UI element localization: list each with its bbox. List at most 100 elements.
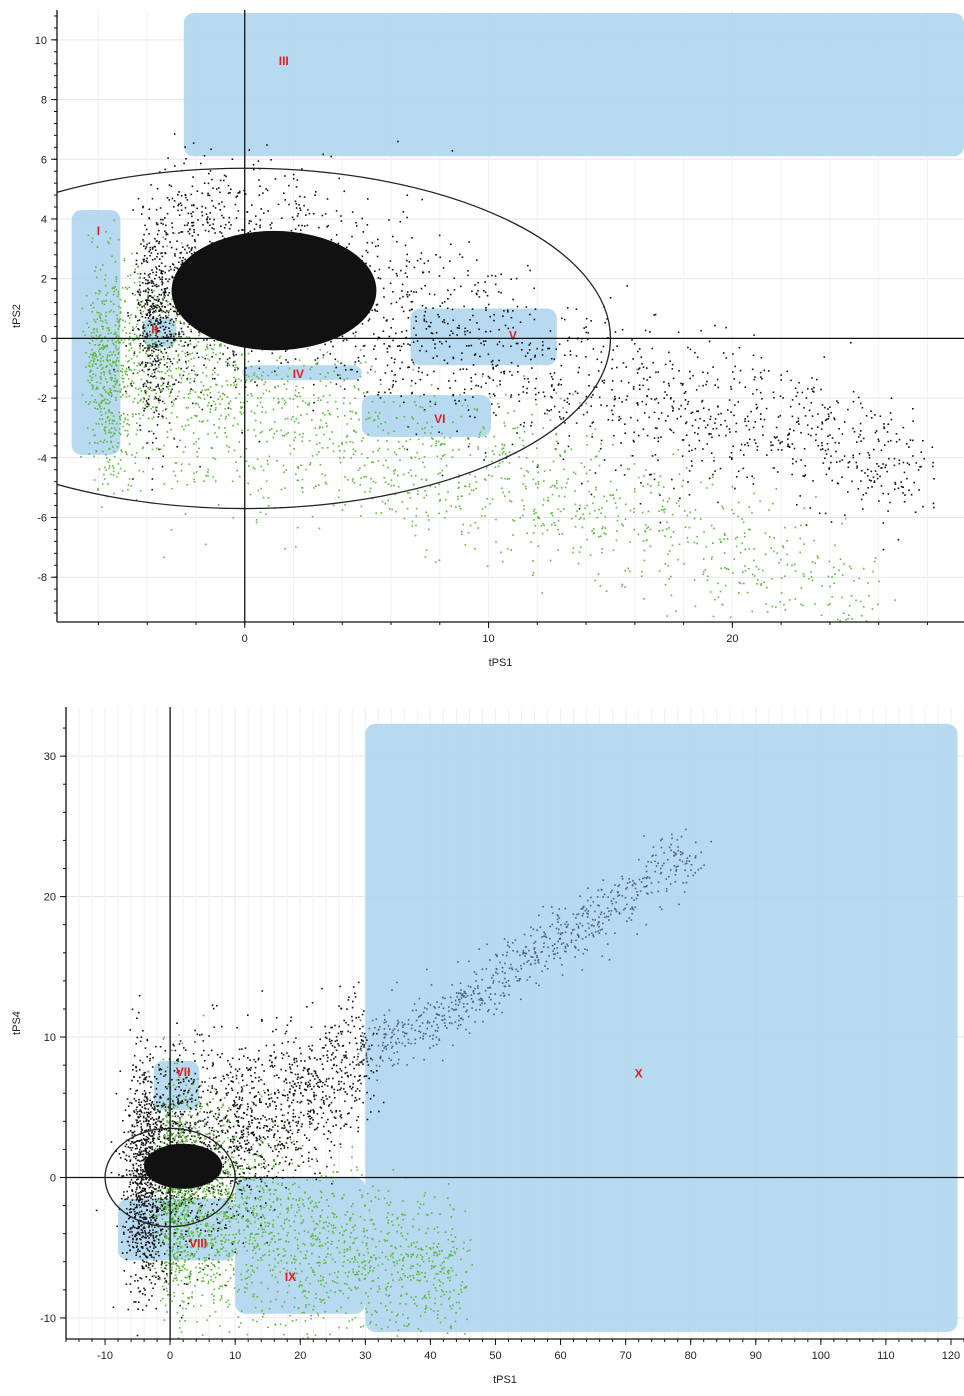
data-point	[138, 336, 140, 338]
data-point	[144, 255, 146, 257]
data-point	[167, 197, 169, 199]
data-point	[183, 334, 185, 336]
data-point	[100, 341, 102, 343]
data-point	[163, 382, 165, 384]
data-point	[104, 408, 106, 410]
data-point	[95, 375, 97, 377]
data-point	[173, 269, 175, 271]
data-point	[392, 236, 394, 238]
data-point	[837, 402, 839, 404]
data-point	[174, 200, 176, 202]
data-point	[120, 415, 122, 417]
data-point	[908, 489, 910, 491]
data-point	[557, 443, 559, 445]
data-point	[538, 545, 540, 547]
data-point	[158, 366, 160, 368]
data-point	[658, 482, 660, 484]
data-point	[501, 488, 503, 490]
data-point	[575, 473, 577, 475]
data-point	[191, 370, 193, 372]
data-point	[393, 380, 395, 382]
data-point	[705, 427, 707, 429]
data-point	[851, 481, 853, 483]
data-point	[260, 402, 262, 404]
data-point	[648, 511, 650, 513]
data-point	[181, 209, 183, 211]
data-point	[664, 509, 666, 511]
data-point	[278, 385, 280, 387]
data-point	[798, 382, 800, 384]
data-point	[300, 465, 302, 467]
data-point	[162, 219, 164, 221]
data-point	[710, 419, 712, 421]
data-point	[97, 298, 99, 300]
data-point	[743, 454, 745, 456]
data-point	[186, 368, 188, 370]
data-point	[210, 149, 212, 151]
y-axis-label: tPS2	[11, 304, 23, 328]
data-point	[237, 195, 239, 197]
data-point	[776, 436, 778, 438]
data-point	[418, 367, 420, 369]
data-point	[698, 427, 700, 429]
data-point	[139, 352, 141, 354]
data-point	[416, 452, 418, 454]
data-point	[126, 453, 128, 455]
data-point	[575, 391, 577, 393]
data-point	[258, 360, 260, 362]
data-point	[97, 488, 99, 490]
data-point	[266, 144, 268, 146]
data-point	[157, 424, 159, 426]
data-point	[613, 349, 615, 351]
data-point	[140, 304, 142, 306]
data-point	[130, 383, 132, 385]
data-point	[263, 212, 265, 214]
data-point	[153, 283, 155, 285]
data-point	[745, 386, 747, 388]
data-point	[153, 416, 155, 418]
data-point	[694, 352, 696, 354]
data-point	[642, 401, 644, 403]
data-point	[720, 468, 722, 470]
data-point	[187, 199, 189, 201]
data-point	[167, 356, 169, 358]
region-label-iii: III	[279, 54, 289, 68]
data-point	[689, 470, 691, 472]
data-point	[868, 595, 870, 597]
data-point	[157, 253, 159, 255]
data-point	[687, 541, 689, 543]
data-point	[507, 310, 509, 312]
data-point	[397, 141, 399, 143]
data-point	[92, 388, 94, 390]
data-point	[834, 573, 836, 575]
data-point	[160, 378, 162, 380]
data-point	[115, 325, 117, 327]
data-point	[284, 400, 286, 402]
data-point	[113, 493, 115, 495]
data-point	[460, 286, 462, 288]
data-point	[780, 374, 782, 376]
data-point	[161, 342, 163, 344]
data-point	[226, 380, 228, 382]
data-point	[137, 307, 139, 309]
data-point	[180, 369, 182, 371]
data-point	[720, 591, 722, 593]
data-point	[178, 232, 180, 234]
data-point	[625, 504, 627, 506]
data-point	[932, 466, 934, 468]
data-point	[278, 398, 280, 400]
data-point	[586, 396, 588, 398]
data-point	[315, 359, 317, 361]
data-point	[142, 322, 144, 324]
data-point	[108, 467, 110, 469]
data-point	[753, 560, 755, 562]
data-point	[458, 488, 460, 490]
data-point	[471, 381, 473, 383]
data-point	[131, 380, 133, 382]
data-point	[159, 241, 161, 243]
data-point	[889, 502, 891, 504]
data-point	[667, 553, 669, 555]
data-point	[409, 294, 411, 296]
data-point	[115, 430, 117, 432]
